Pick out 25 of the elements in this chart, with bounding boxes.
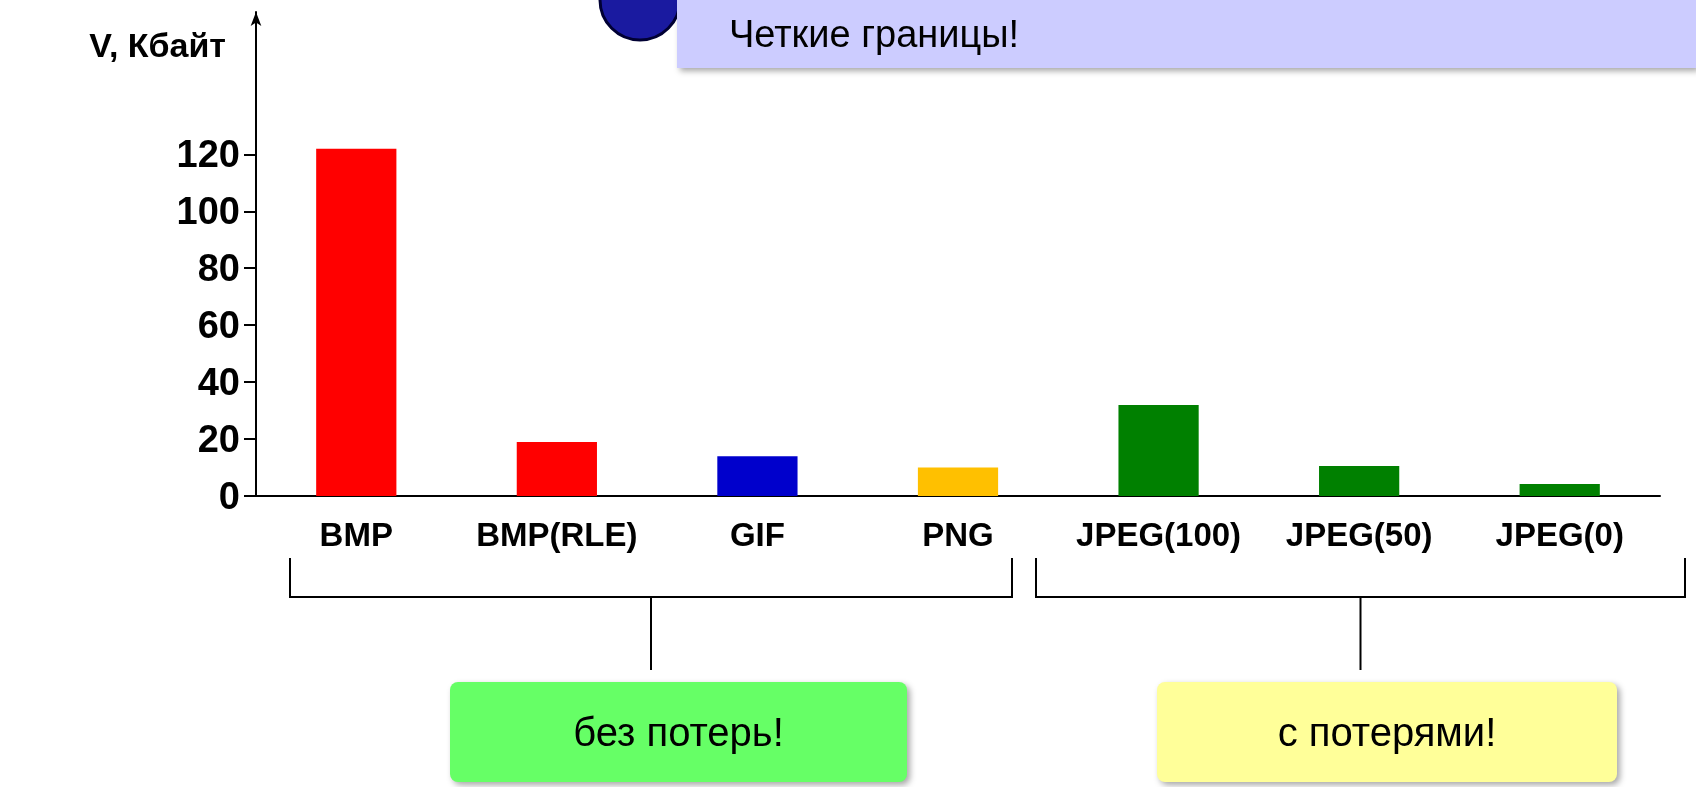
bar xyxy=(516,441,597,496)
y-tick-label: 40 xyxy=(197,361,240,404)
y-tick-label: 100 xyxy=(176,190,240,233)
x-tick-label: GIF xyxy=(729,516,785,553)
y-axis-title: V, Кбайт xyxy=(89,26,226,64)
bar xyxy=(717,456,798,496)
x-tick-label: BMP xyxy=(319,516,393,553)
bar xyxy=(917,467,999,496)
y-tick-label: 60 xyxy=(197,304,240,347)
bar xyxy=(316,148,397,496)
x-tick-label: PNG xyxy=(922,516,994,553)
y-tick-label: 80 xyxy=(197,247,240,290)
bar xyxy=(1519,484,1600,496)
x-tick-label: JPEG(100) xyxy=(1076,516,1242,553)
x-tick-label: BMP(RLE) xyxy=(476,516,638,553)
y-tick-label: 0 xyxy=(218,475,240,517)
bar xyxy=(1319,466,1400,496)
speech-bubble: с потерями! xyxy=(1157,682,1617,782)
banner: Четкие границы! xyxy=(677,0,1696,68)
y-tick-label: 20 xyxy=(197,418,240,461)
x-tick-label: JPEG(50) xyxy=(1285,516,1433,553)
x-tick-label: JPEG(0) xyxy=(1495,516,1624,553)
speech-bubble: без потерь! xyxy=(450,682,907,782)
y-tick-label: 120 xyxy=(176,133,240,176)
bar xyxy=(1118,404,1199,496)
